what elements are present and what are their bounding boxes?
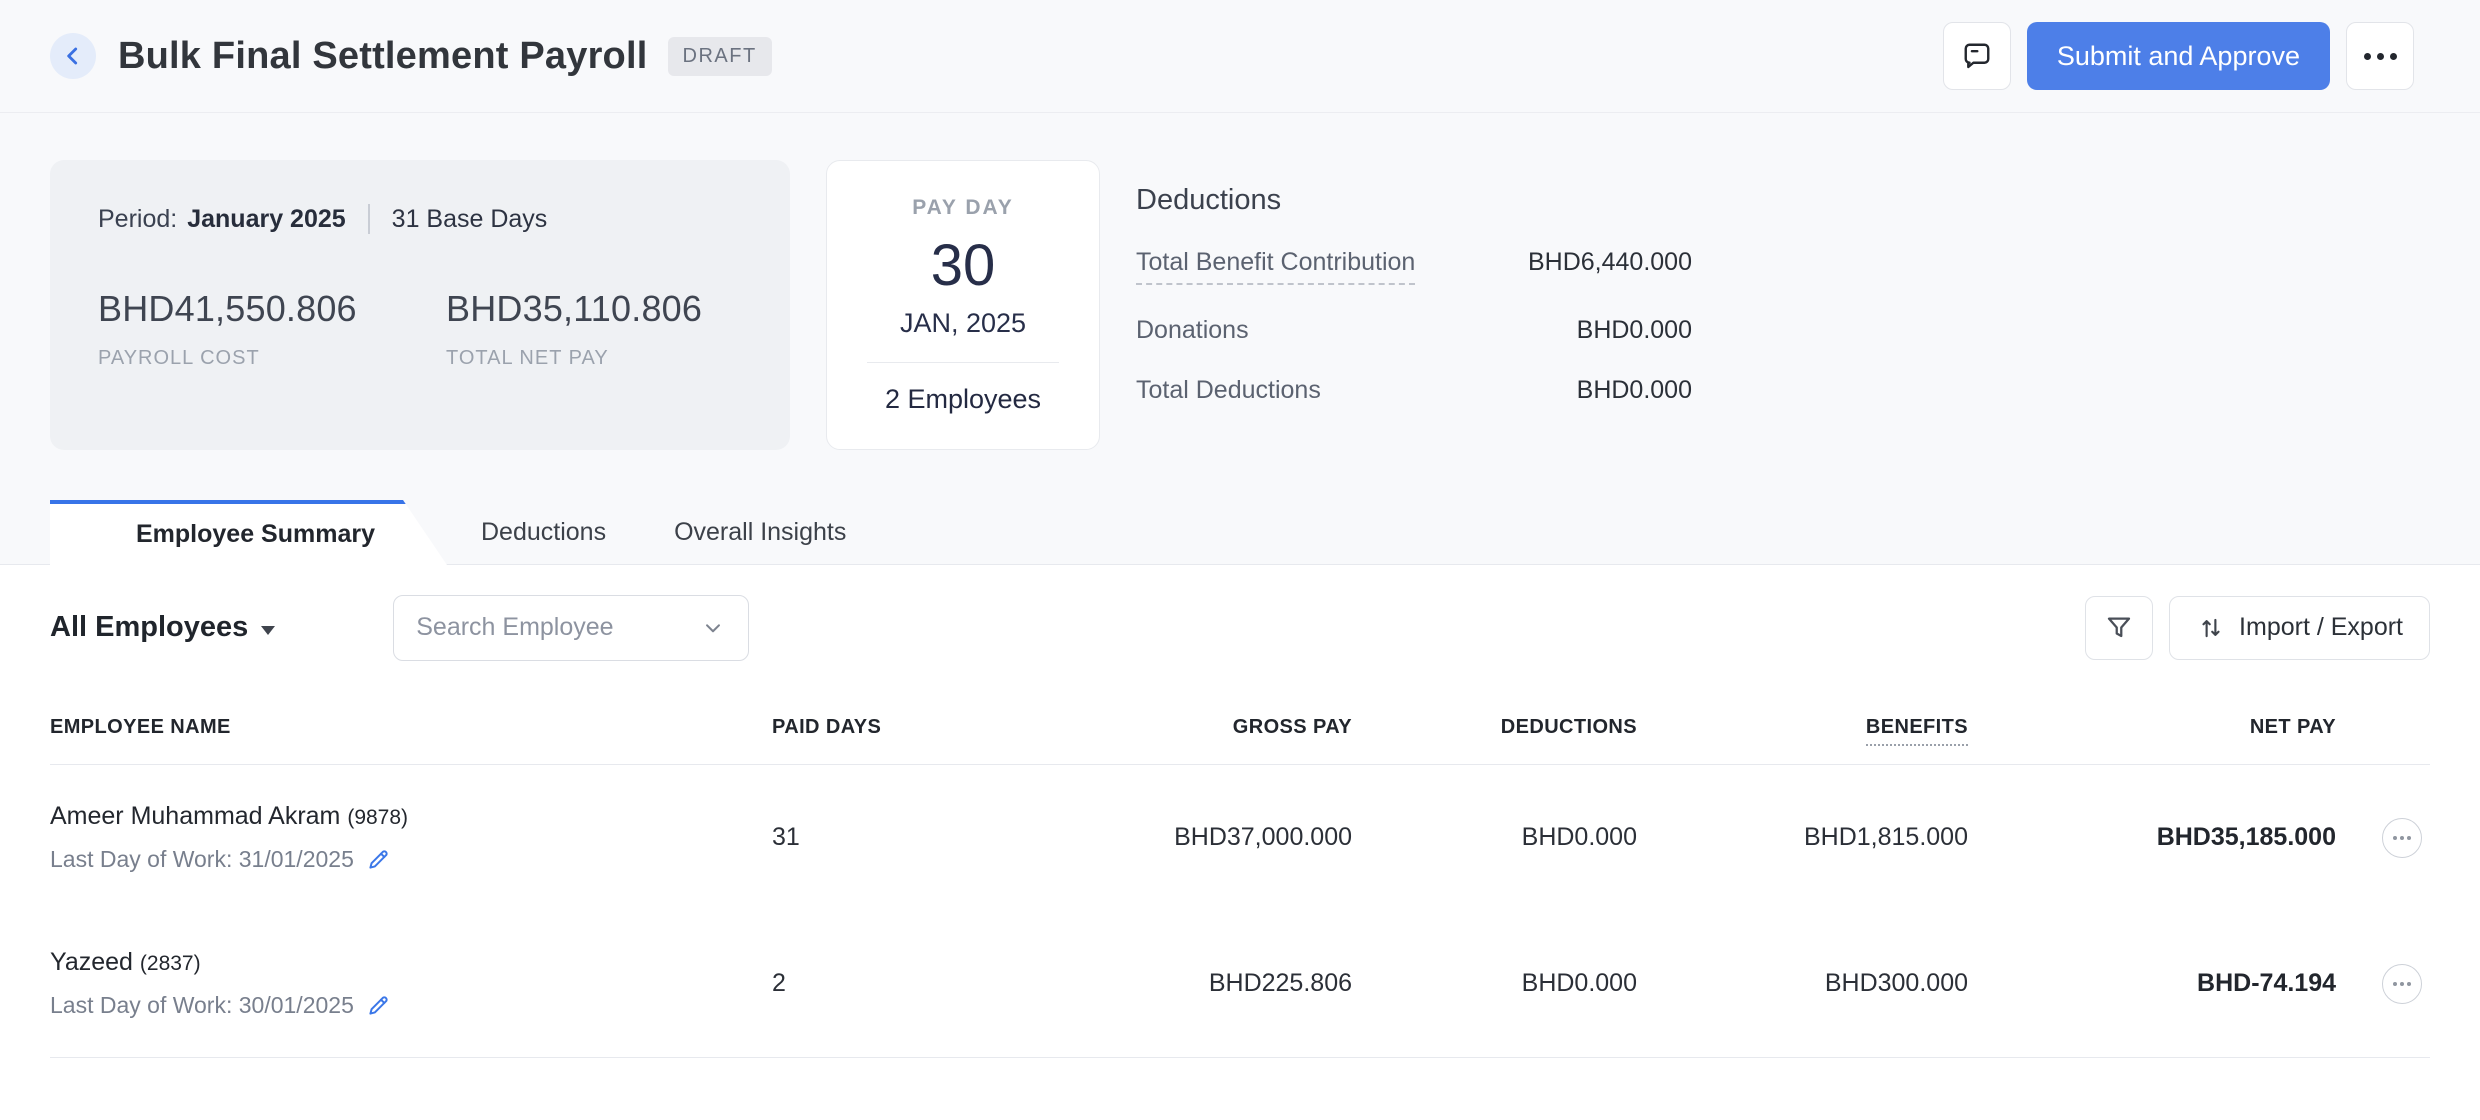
comments-button[interactable]	[1942, 22, 2011, 90]
tab-employee-summary[interactable]: Employee Summary	[50, 500, 447, 565]
total-deductions-label: Total Deductions	[1136, 376, 1321, 404]
pay-day-month-year: JAN, 2025	[899, 308, 1027, 338]
payroll-cost-label: PAYROLL COST	[98, 347, 260, 369]
pay-day-label: PAY DAY	[912, 196, 1014, 219]
col-benefits: BENEFITS	[1637, 715, 1968, 746]
col-deductions: DEDUCTIONS	[1500, 715, 1637, 738]
tab-deductions[interactable]: Deductions	[481, 517, 607, 546]
caret-down-icon	[261, 625, 276, 635]
deductions-value: BHD0.000	[1521, 823, 1637, 851]
total-deductions-value: BHD0.000	[1576, 376, 1692, 404]
last-day-of-work: Last Day of Work: 31/01/2025	[50, 846, 354, 872]
col-employee-name: EMPLOYEE NAME	[50, 715, 231, 738]
import-export-label: Import / Export	[2239, 613, 2403, 641]
top-band: Bulk Final Settlement Payroll DRAFT Subm…	[0, 0, 2480, 565]
import-export-button[interactable]: Import / Export	[2169, 595, 2430, 660]
period-summary-card: Period: January 2025 31 Base Days BHD41,…	[50, 160, 790, 450]
tab-content: All Employees Search Employee	[0, 565, 2480, 1058]
total-net-pay-label: TOTAL NET PAY	[446, 347, 609, 369]
employee-id: (2837)	[139, 951, 201, 975]
payroll-summary-section: Period: January 2025 31 Base Days BHD41,…	[0, 113, 2480, 450]
gross-pay-value: BHD37,000.000	[1174, 823, 1352, 851]
pay-day-date: 30	[930, 233, 996, 298]
col-gross-pay: GROSS PAY	[1232, 715, 1352, 738]
filter-button[interactable]	[2085, 595, 2154, 660]
employee-id: (9878)	[347, 805, 409, 829]
chevron-down-icon	[700, 615, 726, 641]
payroll-cost-value: BHD41,550.806	[98, 288, 357, 329]
employee-name: Yazeed	[50, 947, 133, 976]
col-net-pay: NET PAY	[2249, 715, 2336, 738]
total-benefit-contribution-value: BHD6,440.000	[1527, 248, 1692, 276]
row-actions-button[interactable]	[2382, 963, 2422, 1004]
divider	[867, 362, 1059, 363]
total-benefit-contribution-label[interactable]: Total Benefit Contribution	[1136, 248, 1416, 285]
deduction-row: Donations BHD0.000	[1136, 316, 1692, 345]
header-actions: Submit and Approve	[1942, 22, 2414, 90]
row-actions-button[interactable]	[2382, 817, 2422, 858]
table-row: Ameer Muhammad Akram (9878) Last Day of …	[50, 765, 2430, 910]
period-value: January 2025	[187, 204, 346, 233]
employees-filter-label: All Employees	[50, 611, 249, 643]
back-button[interactable]	[50, 33, 96, 79]
paid-days-value: 2	[772, 969, 786, 997]
search-employee-select[interactable]: Search Employee	[393, 594, 750, 661]
gross-pay-value: BHD225.806	[1208, 969, 1352, 997]
deduction-row: Total Benefit Contribution BHD6,440.000	[1136, 248, 1692, 285]
edit-last-day-icon[interactable]	[364, 846, 392, 874]
tab-overall-insights[interactable]: Overall Insights	[674, 517, 847, 546]
employees-filter-dropdown[interactable]: All Employees	[50, 611, 276, 644]
table-header: EMPLOYEE NAME PAID DAYS GROSS PAY DEDUCT…	[50, 690, 2430, 765]
page-header: Bulk Final Settlement Payroll DRAFT Subm…	[0, 0, 2480, 113]
chevron-left-icon	[60, 43, 86, 69]
search-employee-placeholder: Search Employee	[416, 613, 614, 641]
ellipsis-icon	[2363, 52, 2397, 60]
vertical-divider	[367, 204, 370, 234]
edit-last-day-icon[interactable]	[364, 992, 392, 1020]
deductions-panel-title: Deductions	[1136, 184, 1282, 216]
table-row: Yazeed (2837) Last Day of Work: 30/01/20…	[50, 910, 2430, 1058]
donations-label: Donations	[1136, 316, 1249, 344]
page-title: Bulk Final Settlement Payroll	[118, 34, 648, 77]
total-net-pay-value: BHD35,110.806	[446, 288, 703, 329]
tab-bar: Employee Summary Deductions Overall Insi…	[0, 500, 2480, 565]
deduction-row: Total Deductions BHD0.000	[1136, 376, 1692, 405]
deductions-summary-panel: Deductions Total Benefit Contribution BH…	[1136, 160, 1692, 405]
deductions-value: BHD0.000	[1521, 969, 1637, 997]
net-pay-value: BHD35,185.000	[2156, 823, 2336, 851]
submit-and-approve-button[interactable]: Submit and Approve	[2026, 22, 2330, 90]
employee-name: Ameer Muhammad Akram	[50, 801, 341, 830]
last-day-of-work: Last Day of Work: 30/01/2025	[50, 992, 354, 1018]
base-days: 31 Base Days	[391, 204, 548, 233]
col-paid-days: PAID DAYS	[772, 715, 882, 738]
net-pay-value: BHD-74.194	[2197, 969, 2336, 997]
arrows-up-down-icon	[2196, 613, 2226, 643]
benefits-value: BHD1,815.000	[1803, 823, 1968, 851]
period-label: Period:	[98, 204, 178, 233]
paid-days-value: 31	[772, 823, 800, 851]
more-actions-button[interactable]	[2346, 22, 2414, 90]
pay-day-card: PAY DAY 30 JAN, 2025 2 Employees	[826, 160, 1100, 450]
comment-icon	[1959, 38, 1995, 74]
table-toolbar: All Employees Search Employee	[50, 565, 2430, 690]
funnel-icon	[2103, 612, 2135, 644]
benefits-value: BHD300.000	[1824, 969, 1968, 997]
employees-count: 2 Employees	[884, 384, 1042, 414]
benefits-tooltip-label[interactable]: BENEFITS	[1865, 715, 1968, 746]
status-badge: DRAFT	[667, 36, 772, 76]
donations-value: BHD0.000	[1576, 316, 1692, 344]
